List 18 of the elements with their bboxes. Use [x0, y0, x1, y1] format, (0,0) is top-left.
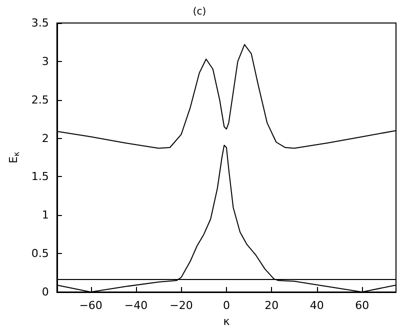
x-tick-label: −40 — [124, 299, 148, 312]
x-tick-label: 0 — [222, 299, 230, 312]
y-tick-label: 0 — [42, 286, 49, 298]
x-tick-label: 60 — [355, 299, 370, 312]
x-tick-label: −20 — [170, 299, 193, 312]
chart-title: (c) — [192, 6, 206, 18]
x-tick-label: 20 — [264, 299, 279, 312]
y-tick-label: 2 — [42, 132, 49, 145]
y-tick-label: 1 — [42, 208, 49, 222]
x-tick-label: −60 — [79, 299, 102, 312]
y-axis-title: Eκ — [7, 151, 21, 164]
y-tick-label: 1.5 — [31, 170, 49, 184]
y-tick-label: 0.5 — [31, 247, 49, 260]
x-axis-title: κ — [223, 315, 230, 328]
y-tick-label: 2.5 — [31, 93, 49, 106]
y-tick-label: 3.5 — [31, 16, 49, 30]
x-tick-label: 40 — [310, 299, 324, 312]
y-tick-label: 3 — [42, 54, 49, 68]
